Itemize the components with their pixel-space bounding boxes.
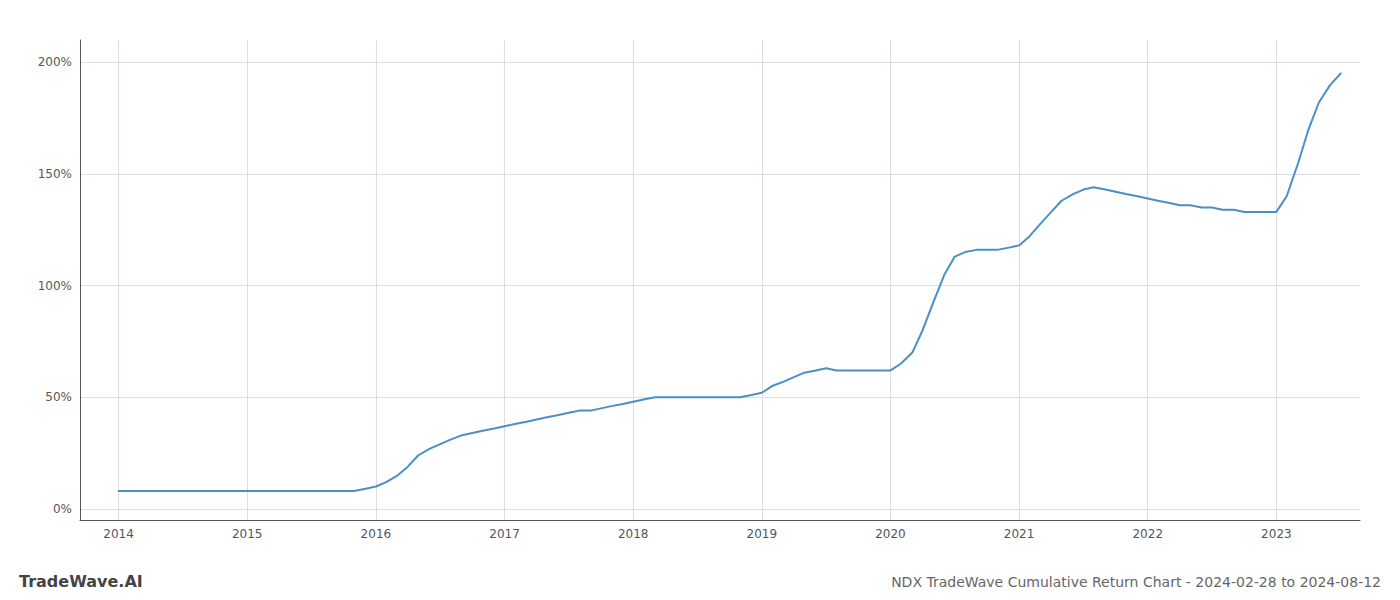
svg-text:2018: 2018 (618, 527, 649, 541)
svg-text:2021: 2021 (1004, 527, 1035, 541)
svg-text:0%: 0% (53, 502, 72, 516)
svg-text:200%: 200% (38, 55, 72, 69)
svg-text:2023: 2023 (1261, 527, 1292, 541)
svg-text:2022: 2022 (1132, 527, 1163, 541)
svg-text:NDX TradeWave Cumulative Retur: NDX TradeWave Cumulative Return Chart - … (891, 574, 1381, 590)
svg-text:150%: 150% (38, 167, 72, 181)
svg-text:2014: 2014 (103, 527, 134, 541)
svg-text:2016: 2016 (361, 527, 392, 541)
svg-text:TradeWave.AI: TradeWave.AI (19, 572, 143, 591)
svg-text:2019: 2019 (747, 527, 778, 541)
svg-text:2020: 2020 (875, 527, 906, 541)
svg-text:50%: 50% (45, 390, 72, 404)
svg-text:100%: 100% (38, 279, 72, 293)
svg-text:2015: 2015 (232, 527, 263, 541)
svg-text:2017: 2017 (489, 527, 520, 541)
